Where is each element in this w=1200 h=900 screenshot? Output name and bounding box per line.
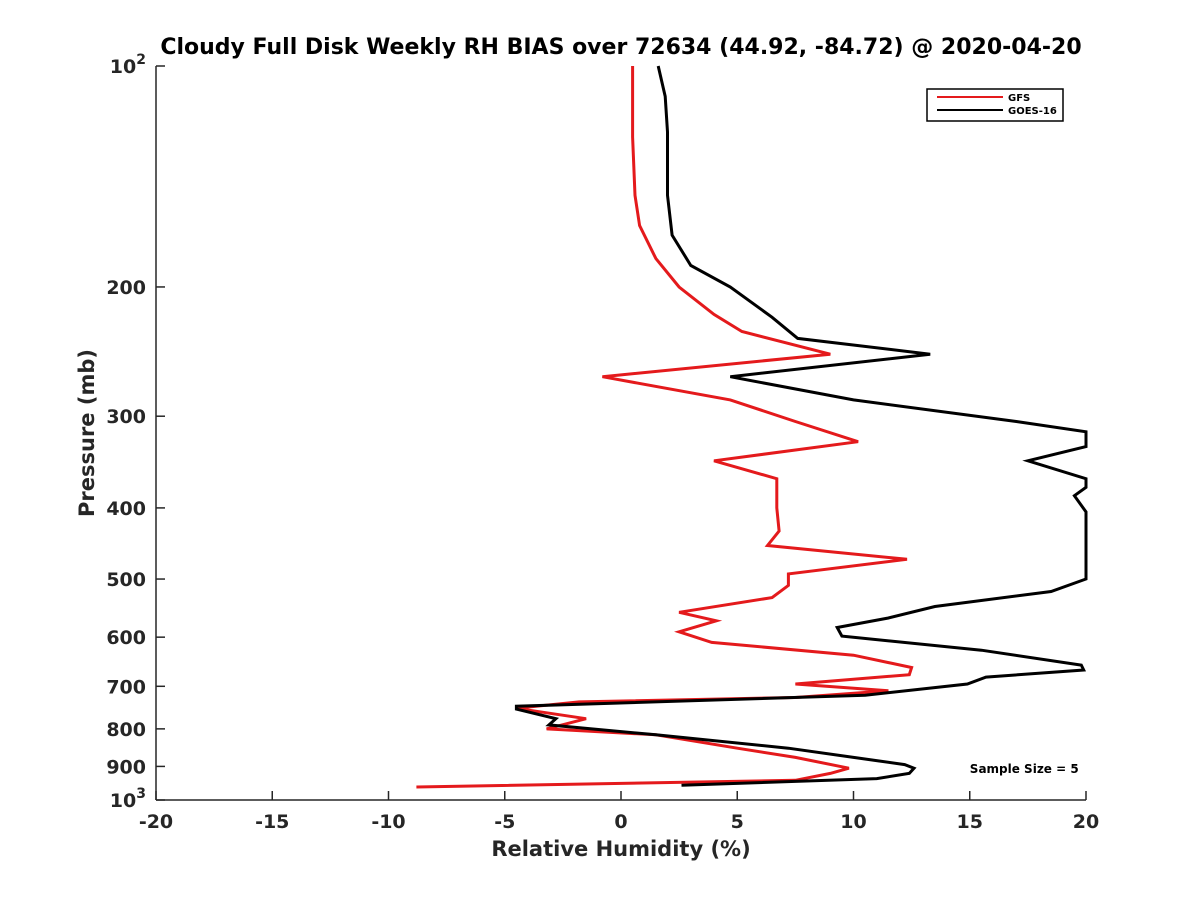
x-tick-label: 15 [957, 811, 983, 833]
y-tick-label: 102 [110, 52, 146, 78]
x-tick-label: -5 [494, 811, 515, 833]
series-line-gfs [416, 66, 914, 789]
chart-title: Cloudy Full Disk Weekly RH BIAS over 726… [160, 35, 1081, 60]
x-tick-label: 20 [1073, 811, 1099, 833]
y-tick-label: 600 [106, 627, 146, 649]
x-tick-label: 10 [840, 811, 866, 833]
y-tick-label: 400 [106, 498, 146, 520]
y-tick-label: 300 [106, 406, 146, 428]
x-tick-label: 0 [614, 811, 627, 833]
axes-layer [155, 66, 1086, 801]
legend-box [926, 88, 1064, 122]
y-tick-label: 200 [106, 277, 146, 299]
y-tick-label: 800 [106, 719, 146, 741]
y-tick-label: 900 [106, 756, 146, 778]
legend-label-gfs: GFS [1008, 93, 1030, 104]
y-tick-label: 500 [106, 569, 146, 591]
y-axis-title: Pressure (mb) [75, 349, 99, 517]
y-ticks: 102 200 300 400 500 600 700 800 900 103 [106, 52, 165, 812]
sample-size-annotation: Sample Size = 5 [970, 762, 1079, 776]
legend-label-goes16: GOES-16 [1008, 106, 1057, 117]
x-tick-label: -20 [139, 811, 173, 833]
x-tick-label: 5 [731, 811, 744, 833]
x-ticks: -20 -15 -10 -5 0 5 10 15 20 [139, 791, 1099, 833]
series-layer [416, 65, 1088, 789]
y-tick-label: 700 [106, 676, 146, 698]
series-line-goes16 [514, 65, 1088, 787]
x-axis-title: Relative Humidity (%) [491, 837, 750, 861]
x-tick-label: -10 [371, 811, 405, 833]
y-tick-label: 103 [110, 786, 146, 812]
legend: GFS GOES-16 [926, 88, 1064, 122]
x-tick-label: -15 [255, 811, 289, 833]
